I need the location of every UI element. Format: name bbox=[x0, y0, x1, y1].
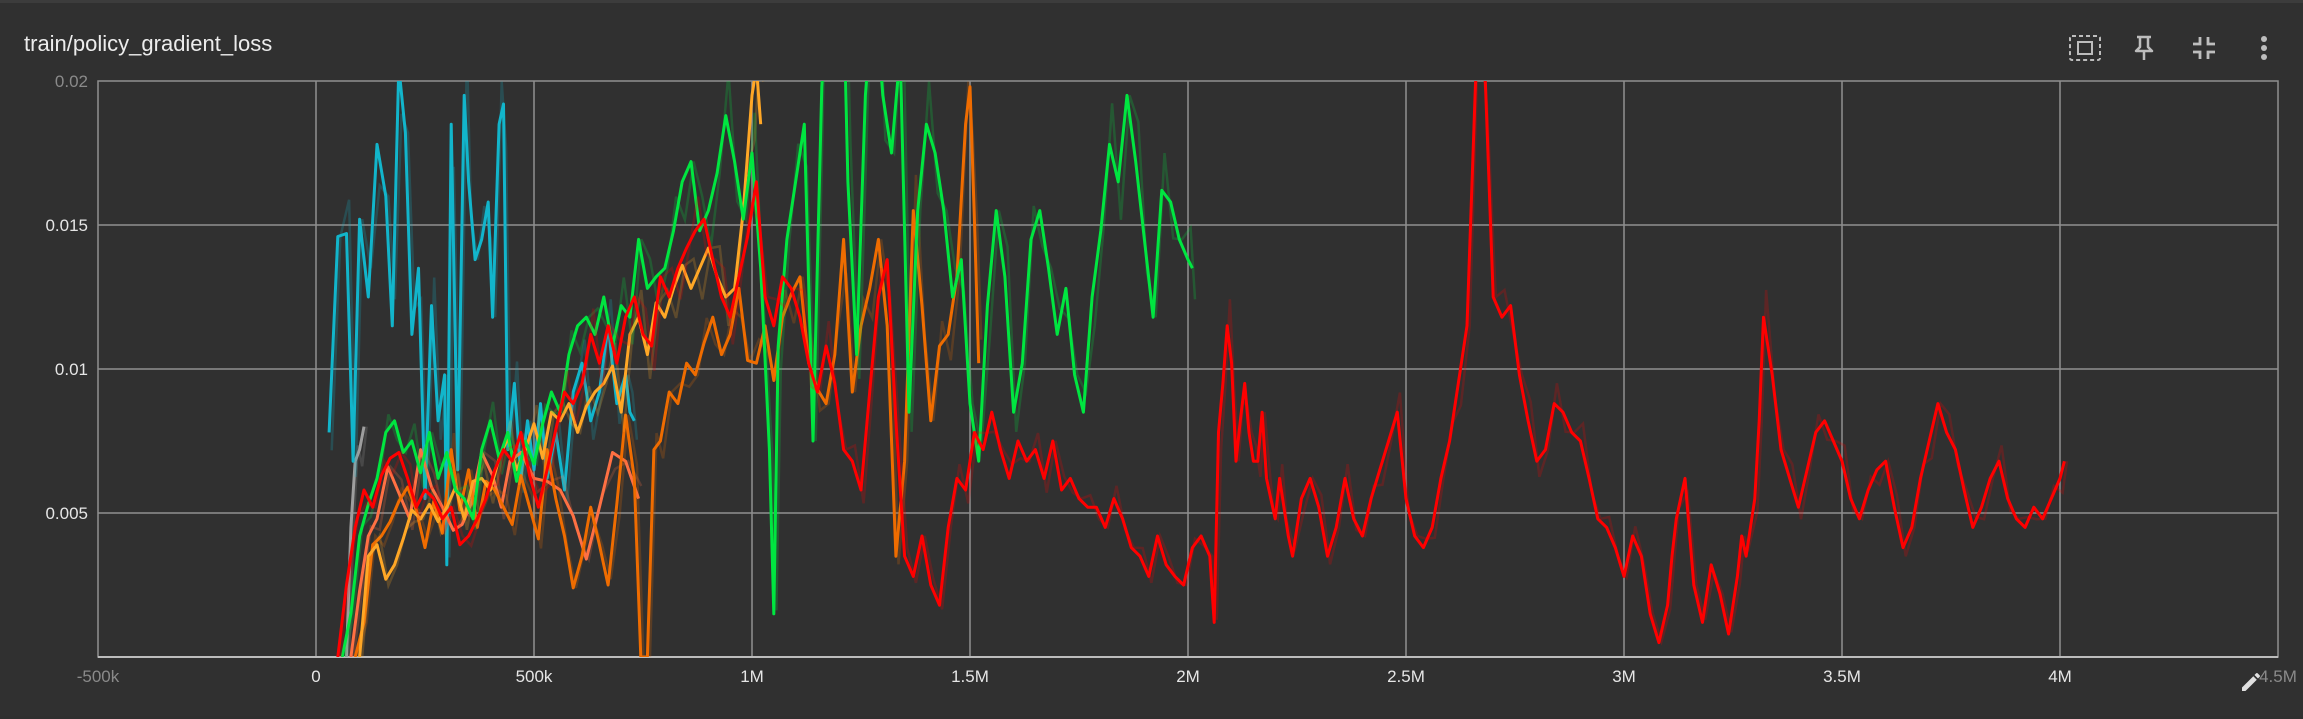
x-tick-label: 500k bbox=[516, 667, 553, 686]
y-tick-label: 0.02 bbox=[55, 72, 88, 91]
series-0-raw bbox=[347, 426, 368, 657]
x-tick-label: 2.5M bbox=[1387, 667, 1425, 686]
pin-icon[interactable] bbox=[2125, 29, 2163, 67]
line-chart[interactable]: -500k 0 500k 1M 1.5M 2M 2.5M 3M 3.5M 4M 4.5M 0.005… bbox=[0, 3, 2303, 719]
more-vert-icon[interactable] bbox=[2245, 29, 2283, 67]
series-layer bbox=[327, 3, 2069, 657]
x-tick-label: 1.5M bbox=[951, 667, 989, 686]
y-axis: 0.005 0.01 0.015 0.02 bbox=[45, 72, 88, 523]
y-tick-label: 0.015 bbox=[45, 216, 88, 235]
series-4-line[interactable] bbox=[358, 67, 763, 657]
x-tick-label: 0 bbox=[311, 667, 320, 686]
y-tick-label: 0.005 bbox=[45, 504, 88, 523]
series-5-line[interactable] bbox=[340, 3, 1194, 657]
series-6-line[interactable] bbox=[336, 58, 2066, 657]
x-tick-label: 1M bbox=[740, 667, 764, 686]
collapse-icon[interactable] bbox=[2185, 29, 2223, 67]
x-tick-label: 3.5M bbox=[1823, 667, 1861, 686]
fit-domain-icon[interactable] bbox=[2066, 29, 2104, 67]
x-axis: -500k 0 500k 1M 1.5M 2M 2.5M 3M 3.5M 4M 4.5M bbox=[77, 667, 2297, 686]
series-5-raw bbox=[343, 81, 1197, 657]
x-tick-label: 3M bbox=[1612, 667, 1636, 686]
series-1-line[interactable] bbox=[327, 67, 636, 567]
x-tick-label: -500k bbox=[77, 667, 120, 686]
chart-title: train/policy_gradient_loss bbox=[24, 31, 273, 56]
x-tick-label: 4M bbox=[2048, 667, 2072, 686]
series-2-line[interactable] bbox=[349, 448, 641, 657]
edit-icon[interactable] bbox=[2236, 667, 2266, 697]
x-tick-label: 4.5M bbox=[2259, 667, 2297, 686]
y-tick-label: 0.01 bbox=[55, 360, 88, 379]
series-6-raw bbox=[339, 81, 2069, 657]
x-tick-label: 2M bbox=[1176, 667, 1200, 686]
